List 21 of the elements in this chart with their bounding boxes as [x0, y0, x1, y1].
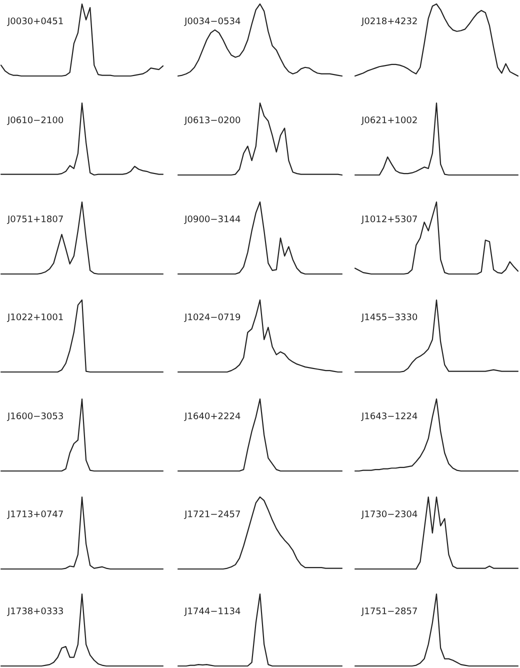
text: J1643−1224 — [361, 412, 418, 421]
text: J1721−2457 — [184, 510, 240, 519]
text: J0034−0534 — [184, 17, 240, 26]
text: J1012+5307 — [361, 215, 417, 224]
text: J1713+0747 — [7, 510, 63, 519]
text: J0751+1807 — [7, 215, 63, 224]
text: J1751−2857 — [361, 607, 417, 616]
text: J1730−2304 — [361, 510, 418, 519]
text: J0900−3144 — [184, 215, 240, 224]
text: J0610−2100 — [7, 116, 64, 125]
text: J1640+2224 — [184, 412, 240, 421]
text: J1022+1001 — [7, 313, 63, 322]
text: J1600−3053 — [7, 412, 63, 421]
text: J1744−1134 — [184, 607, 240, 616]
text: J0218+4232 — [361, 17, 417, 26]
text: J1455−3330 — [361, 313, 418, 322]
text: J0030+0451 — [7, 17, 63, 26]
text: J0621+1002 — [361, 116, 417, 125]
text: J1024−0719 — [184, 313, 240, 322]
text: J0613−0200 — [184, 116, 240, 125]
text: J1738+0333 — [7, 607, 63, 616]
